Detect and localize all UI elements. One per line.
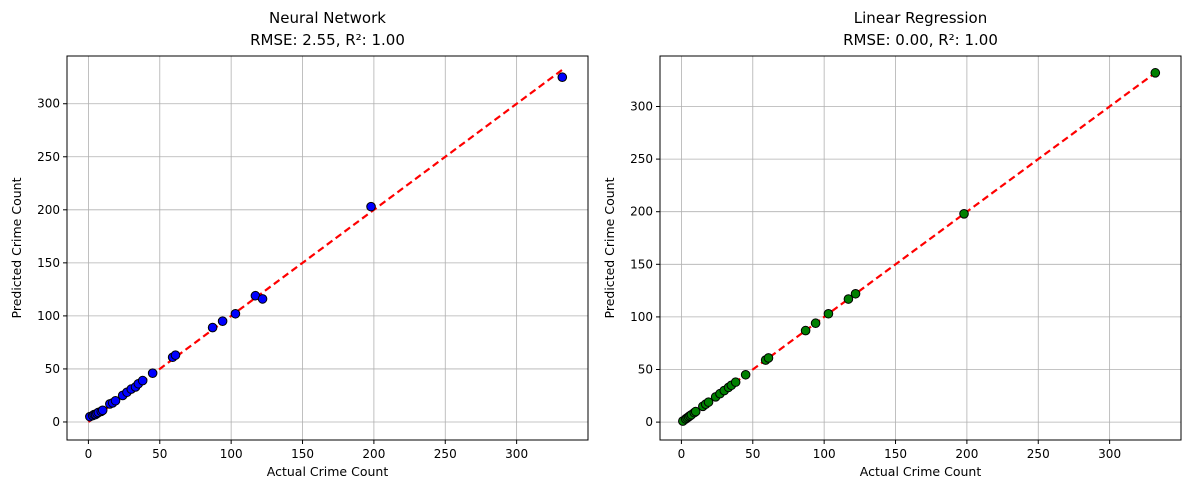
x-tick-label: 50 bbox=[152, 447, 167, 461]
x-tick-label: 150 bbox=[884, 447, 907, 461]
data-point bbox=[730, 377, 741, 387]
x-tick-label: 100 bbox=[220, 447, 243, 461]
data-point bbox=[763, 353, 774, 363]
y-axis-label: Predicted Crime Count bbox=[602, 177, 617, 318]
data-point bbox=[810, 318, 821, 329]
x-tick-label: 200 bbox=[362, 447, 385, 461]
data-point bbox=[147, 368, 158, 378]
y-tick-label: 100 bbox=[630, 310, 653, 324]
y-tick-label: 200 bbox=[37, 203, 60, 217]
data-point bbox=[257, 294, 268, 304]
y-tick-label: 0 bbox=[52, 415, 60, 429]
x-tick-label: 250 bbox=[1027, 447, 1050, 461]
data-point bbox=[959, 209, 969, 219]
x-tick-label: 50 bbox=[745, 447, 760, 461]
y-tick-label: 300 bbox=[630, 99, 653, 113]
y-axis-label: Predicted Crime Count bbox=[9, 177, 24, 318]
reference-line bbox=[680, 71, 1156, 424]
data-point bbox=[823, 308, 834, 319]
plot-frame bbox=[66, 55, 589, 441]
data-point bbox=[740, 369, 751, 380]
x-axis-label: Actual Crime Count bbox=[860, 464, 982, 479]
x-tick-label: 100 bbox=[813, 447, 836, 461]
y-tick-label: 150 bbox=[37, 256, 60, 270]
y-tick-label: 100 bbox=[37, 309, 60, 323]
data-point bbox=[137, 375, 148, 386]
y-tick-label: 50 bbox=[638, 363, 653, 377]
data-point bbox=[110, 395, 121, 406]
data-point bbox=[230, 308, 241, 319]
y-tick-label: 250 bbox=[37, 150, 60, 164]
data-point bbox=[170, 350, 181, 360]
x-tick-label: 200 bbox=[955, 447, 978, 461]
y-tick-label: 0 bbox=[645, 415, 653, 429]
data-point bbox=[557, 72, 568, 83]
x-tick-label: 150 bbox=[291, 447, 314, 461]
x-tick-label: 0 bbox=[85, 447, 93, 461]
chart-0: Neural Network RMSE: 2.55, R²: 1.00 0 50 100… bbox=[9, 9, 589, 479]
data-point bbox=[366, 201, 376, 212]
data-point bbox=[207, 322, 218, 333]
data-point bbox=[97, 405, 108, 416]
data-point bbox=[843, 294, 854, 304]
data-point bbox=[217, 316, 228, 326]
data-point bbox=[850, 288, 861, 299]
y-tick-label: 200 bbox=[630, 205, 653, 219]
x-axis-label: Actual Crime Count bbox=[267, 464, 389, 479]
chart-subtitle: RMSE: 2.55, R²: 1.00 bbox=[250, 31, 405, 49]
chart-1: Linear Regression RMSE: 0.00, R²: 1.00 0 50… bbox=[602, 9, 1182, 479]
data-point bbox=[800, 325, 811, 336]
y-tick-label: 50 bbox=[45, 362, 60, 376]
x-tick-label: 300 bbox=[505, 447, 528, 461]
data-point bbox=[703, 397, 714, 407]
x-tick-label: 300 bbox=[1098, 447, 1121, 461]
y-tick-label: 300 bbox=[37, 97, 60, 111]
chart-subtitle: RMSE: 0.00, R²: 1.00 bbox=[843, 31, 998, 49]
y-tick-label: 250 bbox=[630, 152, 653, 166]
data-point bbox=[1150, 68, 1161, 78]
x-tick-label: 250 bbox=[434, 447, 457, 461]
y-tick-label: 150 bbox=[630, 257, 653, 271]
x-tick-label: 0 bbox=[678, 447, 686, 461]
data-point bbox=[690, 406, 701, 417]
plot-frame bbox=[659, 55, 1182, 441]
chart-title: Linear Regression bbox=[854, 9, 987, 27]
chart-title: Neural Network bbox=[269, 9, 386, 27]
